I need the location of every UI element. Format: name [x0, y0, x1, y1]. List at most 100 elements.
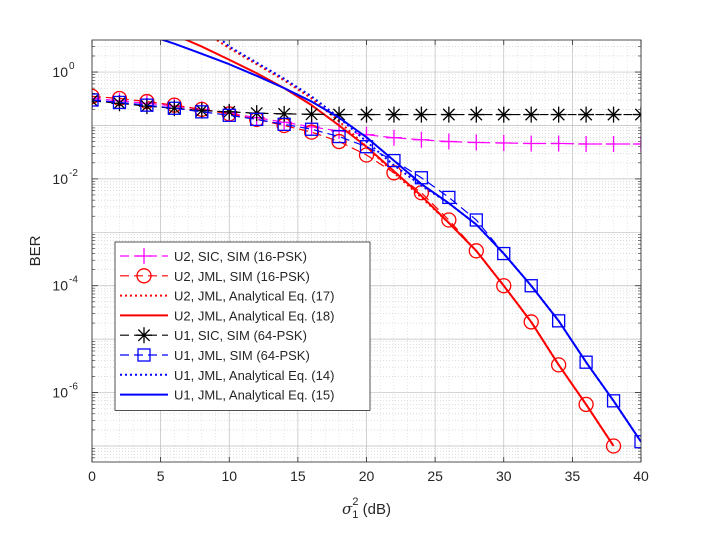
marker-plus [413, 131, 430, 148]
marker-square [277, 117, 291, 131]
x-axis-label-symbol: σ [342, 500, 353, 518]
legend-label: U2, JML, Analytical Eq. (18) [174, 308, 334, 323]
series-layer [92, 40, 641, 454]
x-tick-label: 0 [88, 468, 96, 484]
series-line [184, 40, 615, 447]
marker-asterisk [221, 103, 238, 120]
marker-plus [495, 134, 512, 151]
x-axis-label-subscript: 1 [352, 509, 358, 521]
y-tick-label: 10 [52, 385, 68, 401]
legend-label: U2, JML, Analytical Eq. (17) [174, 289, 334, 304]
marker-plus [136, 248, 152, 264]
marker-asterisk [111, 95, 128, 112]
marker-circle [605, 438, 622, 454]
marker-asterisk [138, 98, 155, 115]
marker-asterisk [605, 106, 622, 123]
marker-plus [605, 135, 622, 152]
y-tick-label: 10 [52, 64, 68, 80]
legend-label: U2, SIC, SIM (16-PSK) [174, 249, 307, 264]
marker-plus [523, 135, 540, 152]
marker-plus [550, 135, 567, 152]
x-axis-label-superscript: 2 [352, 496, 358, 508]
legend-label: U1, JML, Analytical Eq. (14) [174, 368, 334, 383]
marker-square [387, 153, 401, 168]
marker-circle [551, 357, 567, 373]
y-tick-label-exponent: -2 [69, 168, 78, 179]
marker-plus [633, 135, 641, 152]
marker-square [524, 279, 538, 293]
marker-asterisk [495, 106, 512, 123]
marker-circle [523, 314, 539, 330]
marker-asterisk [331, 106, 348, 123]
series-line [159, 40, 641, 443]
legend-label: U2, JML, SIM (16-PSK) [174, 269, 310, 284]
series-6 [92, 93, 641, 449]
marker-asterisk [276, 105, 293, 122]
marker-asterisk [578, 106, 595, 123]
axis-labels: BER σ12 (dB) [27, 235, 391, 521]
marker-square [332, 129, 346, 144]
marker-asterisk [303, 106, 320, 123]
x-tick-label: 10 [221, 468, 237, 484]
x-axis-label-unit: (dB) [358, 501, 391, 518]
legend-label: U1, JML, Analytical Eq. (15) [174, 388, 334, 403]
marker-square [250, 112, 264, 127]
marker-asterisk [385, 106, 402, 123]
series-4 [184, 40, 615, 447]
marker-square [579, 355, 593, 369]
marker-square [167, 101, 182, 115]
marker-square [497, 246, 511, 261]
marker-square [222, 108, 236, 122]
marker-plus [440, 133, 457, 150]
marker-plus [92, 90, 100, 107]
x-tick-label: 25 [427, 468, 443, 484]
y-tick-label-exponent: 0 [69, 61, 75, 72]
marker-square [137, 348, 151, 362]
x-tick-label: 30 [496, 468, 512, 484]
marker-circle [136, 268, 152, 284]
marker-circle [92, 88, 100, 105]
marker-asterisk [413, 106, 430, 123]
legend-label: U1, JML, SIM (64-PSK) [174, 348, 310, 363]
marker-asterisk [193, 102, 210, 119]
marker-circle [386, 165, 402, 181]
y-tick-label: 10 [52, 171, 68, 187]
marker-circle [441, 212, 457, 228]
y-tick-label-exponent: -4 [69, 275, 78, 286]
marker-square [112, 95, 127, 110]
series-line [92, 99, 641, 443]
marker-square [140, 98, 154, 112]
marker-plus [385, 129, 402, 146]
marker-plus [578, 135, 595, 152]
legend-label: U1, SIC, SIM (64-PSK) [174, 328, 307, 343]
marker-plus [468, 134, 485, 151]
marker-square [92, 93, 99, 107]
y-tick-label-exponent: -6 [69, 382, 78, 393]
x-tick-label: 40 [633, 468, 649, 484]
marker-circle [496, 278, 512, 294]
x-tick-label: 15 [290, 468, 306, 484]
marker-square [606, 394, 621, 408]
marker-circle [468, 243, 484, 259]
legend-box [114, 241, 371, 411]
marker-square [195, 105, 209, 119]
marker-circle [331, 133, 347, 150]
legend: U2, SIC, SIM (16-PSK) U2, JML, SIM (16-PS… [114, 241, 371, 411]
x-tick-label: 35 [565, 468, 581, 484]
marker-square [359, 140, 374, 154]
x-tick-label: 20 [359, 468, 375, 484]
marker-square [552, 314, 566, 328]
marker-asterisk [468, 106, 485, 123]
x-axis-label: σ12 (dB) [342, 496, 391, 521]
marker-asterisk [136, 327, 152, 344]
marker-asterisk [166, 100, 183, 117]
marker-circle [578, 396, 594, 413]
series-8 [159, 40, 641, 443]
marker-asterisk [358, 106, 375, 123]
marker-square [634, 435, 641, 449]
marker-circle [303, 124, 320, 140]
y-axis-label: BER [27, 235, 44, 266]
